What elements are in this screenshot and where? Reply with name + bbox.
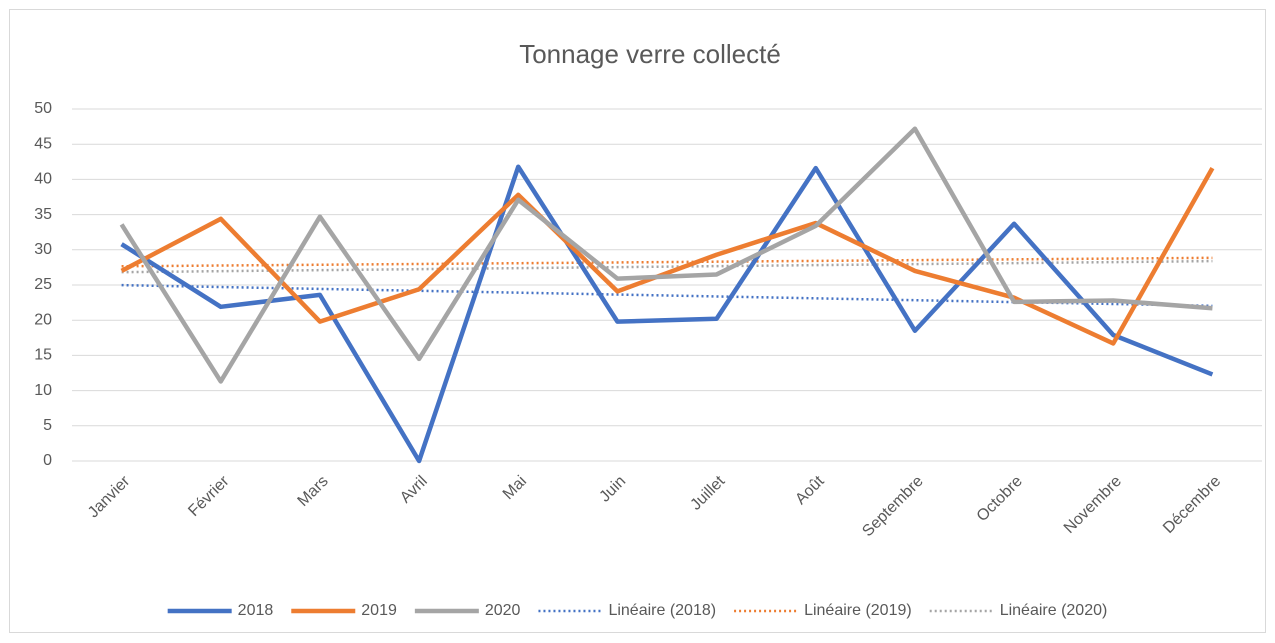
y-tick-label: 25 xyxy=(34,276,52,293)
y-tick-label: 50 xyxy=(34,100,52,117)
y-tick-label: 5 xyxy=(43,417,52,434)
y-tick-label: 45 xyxy=(34,135,52,152)
series-line xyxy=(120,167,1215,346)
y-tick-label: 10 xyxy=(34,382,52,399)
y-tick-label: 30 xyxy=(34,241,52,258)
y-tick-label: 20 xyxy=(34,311,52,328)
trendline xyxy=(121,283,1213,308)
y-tick-label: 0 xyxy=(43,452,52,469)
series-line xyxy=(120,164,1214,464)
y-tick-label: 15 xyxy=(34,347,52,364)
legend-label: 2018 xyxy=(238,602,274,619)
series-line xyxy=(119,126,1213,384)
trendline xyxy=(121,259,1213,274)
y-tick-label: 35 xyxy=(34,206,52,223)
legend-label: Linéaire (2018) xyxy=(608,602,716,619)
legend-label: 2019 xyxy=(361,602,397,619)
trendline xyxy=(121,256,1213,268)
legend-label: 2020 xyxy=(485,602,521,619)
chart-title: Tonnage verre collecté xyxy=(519,39,781,69)
y-tick-label: 40 xyxy=(34,171,52,188)
legend-label: Linéaire (2020) xyxy=(1000,602,1108,619)
legend-label: Linéaire (2019) xyxy=(804,602,912,619)
